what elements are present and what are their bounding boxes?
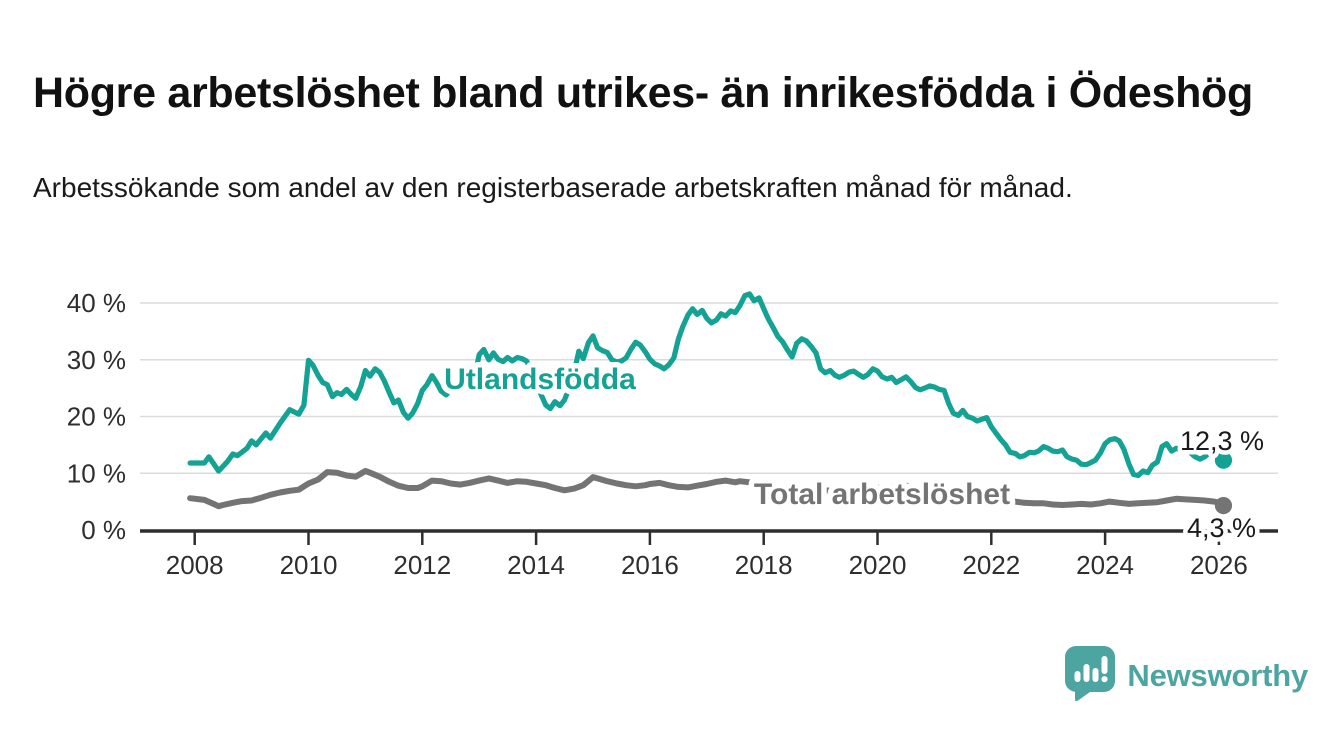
x-tick-label: 2020 bbox=[849, 550, 907, 580]
y-tick-label: 30 % bbox=[67, 345, 126, 375]
newsworthy-logo: Newsworthy bbox=[1064, 645, 1308, 706]
series-label-total: Total arbetslöshet bbox=[754, 478, 1010, 511]
series-end-value-label: 4,3 % bbox=[1187, 513, 1256, 543]
x-tick-label: 2014 bbox=[507, 550, 565, 580]
chart-title: Högre arbetslöshet bland utrikes- än inr… bbox=[33, 68, 1253, 117]
y-tick-label: 10 % bbox=[67, 458, 126, 488]
y-tick-label: 0 % bbox=[81, 515, 126, 545]
x-tick-label: 2016 bbox=[621, 550, 679, 580]
chart-subtitle: Arbetssökande som andel av den registerb… bbox=[33, 172, 1073, 203]
series-line-utlandsfodda bbox=[187, 291, 1227, 479]
x-tick-label: 2022 bbox=[962, 550, 1020, 580]
x-tick-label: 2010 bbox=[280, 550, 338, 580]
x-tick-label: 2024 bbox=[1076, 550, 1134, 580]
x-tick-label: 2008 bbox=[166, 550, 224, 580]
y-tick-label: 40 % bbox=[67, 288, 126, 318]
y-tick-label: 20 % bbox=[67, 402, 126, 432]
series-end-dot bbox=[1214, 496, 1233, 515]
series-line-total bbox=[187, 468, 1227, 510]
series-label-utlandsfodda: Utlandsfödda bbox=[444, 363, 636, 396]
series-end-dot bbox=[1214, 451, 1233, 469]
x-tick-label: 2018 bbox=[735, 550, 793, 580]
brand-name: Newsworthy bbox=[1127, 657, 1308, 693]
series-end-value-label: 12,3 % bbox=[1180, 426, 1264, 456]
x-tick-label: 2026 bbox=[1190, 550, 1248, 580]
speech-bubble-bar-chart-icon bbox=[1064, 645, 1116, 706]
x-tick-label: 2012 bbox=[393, 550, 451, 580]
